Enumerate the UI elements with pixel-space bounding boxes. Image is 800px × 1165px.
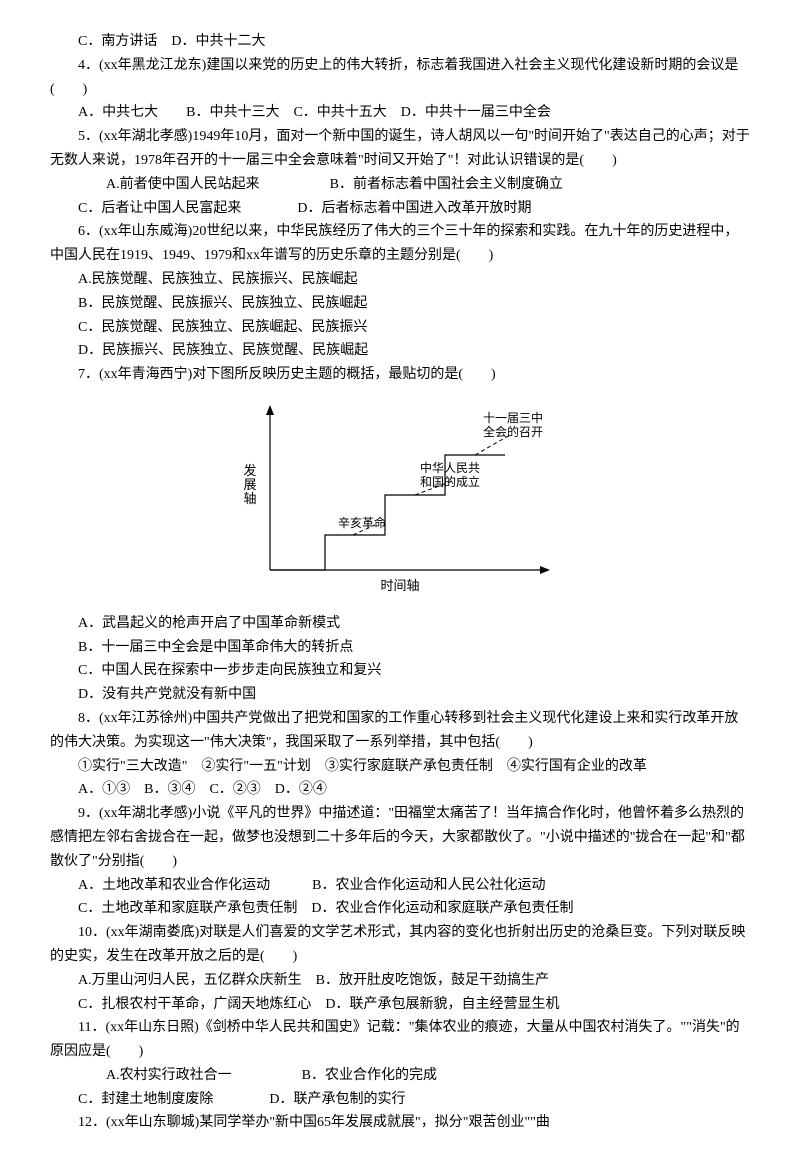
- q11-options-ab: A.农村实行政社合一 B．农业合作化的完成: [50, 1064, 750, 1088]
- q6-option-a: A.民族觉醒、民族独立、民族振兴、民族崛起: [50, 268, 750, 292]
- q7-option-b: B．十一届三中全会是中国革命伟大的转折点: [50, 636, 750, 660]
- svg-text:时间轴: 时间轴: [380, 578, 419, 593]
- q11-text: 11．(xx年山东日照)《剑桥中华人民共和国史》记载："集体农业的痕迹，大量从中…: [50, 1016, 750, 1064]
- q7-text: 7．(xx年青海西宁)对下图所反映历史主题的概括，最贴切的是( ): [50, 363, 750, 387]
- q11-options-cd: C．封建土地制度废除 D．联产承包制的实行: [50, 1088, 750, 1112]
- q9-options-cd: C．土地改革和家庭联产承包责任制 D．农业合作化运动和家庭联产承包责任制: [50, 897, 750, 921]
- q3-options: C．南方讲话 D．中共十二大: [50, 30, 750, 54]
- q7-option-a: A．武昌起义的枪声开启了中国革命新模式: [50, 612, 750, 636]
- q9-options-ab: A．土地改革和农业合作化运动 B．农业合作化运动和人民公社化运动: [50, 874, 750, 898]
- svg-text:辛亥革命: 辛亥革命: [338, 515, 386, 530]
- svg-text:发展轴: 发展轴: [243, 463, 256, 506]
- q6-option-b: B．民族觉醒、民族振兴、民族独立、民族崛起: [50, 292, 750, 316]
- q4-options: A．中共七大 B．中共十三大 C．中共十五大 D．中共十一届三中全会: [50, 101, 750, 125]
- q7-option-d: D．没有共产党就没有新中国: [50, 683, 750, 707]
- svg-text:中华人民共: 中华人民共: [420, 460, 480, 475]
- q10-options-cd: C．扎根农村干革命，广阔天地炼红心 D．联产承包展新貌，自主经营显生机: [50, 993, 750, 1017]
- q5-text: 5．(xx年湖北孝感)1949年10月，面对一个新中国的诞生，诗人胡风以一句"时…: [50, 125, 750, 173]
- q10-text: 10．(xx年湖南娄底)对联是人们喜爱的文学艺术形式，其内容的变化也折射出历史的…: [50, 921, 750, 969]
- q5-options-cd: C．后者让中国人民富起来 D．后者标志着中国进入改革开放时期: [50, 197, 750, 221]
- q8-text: 8．(xx年江苏徐州)中国共产党做出了把党和国家的工作重心转移到社会主义现代化建…: [50, 707, 750, 755]
- q8-items: ①实行"三大改造" ②实行"一五"计划 ③实行家庭联产承包责任制 ④实行国有企业…: [50, 755, 750, 779]
- svg-text:和国的成立: 和国的成立: [420, 474, 480, 489]
- q8-options: A．①③ B．③④ C．②③ D．②④: [50, 778, 750, 802]
- svg-text:十一届三中: 十一届三中: [483, 410, 543, 425]
- q7-option-c: C．中国人民在探索中一步步走向民族独立和复兴: [50, 659, 750, 683]
- svg-text:全会的召开: 全会的召开: [483, 424, 543, 439]
- q6-option-c: C．民族觉醒、民族独立、民族崛起、民族振兴: [50, 316, 750, 340]
- q6-text: 6．(xx年山东威海)20世纪以来，中华民族经历了伟大的三个三十年的探索和实践。…: [50, 220, 750, 268]
- q5-options-ab: A.前者使中国人民站起来 B．前者标志着中国社会主义制度确立: [50, 173, 750, 197]
- q6-option-d: D．民族振兴、民族独立、民族觉醒、民族崛起: [50, 339, 750, 363]
- q9-text: 9．(xx年湖北孝感)小说《平凡的世界》中描述道："田福堂太痛苦了！当年搞合作化…: [50, 802, 750, 873]
- q10-options-ab: A.万里山河归人民，五亿群众庆新生 B．放开肚皮吃饱饭，鼓足干劲搞生产: [50, 969, 750, 993]
- q7-step-chart: 发展轴 时间轴 辛亥革命 中华人民共 和国的成立 十一届三中 全会的召开: [50, 395, 750, 604]
- q4-text: 4．(xx年黑龙江龙东)建国以来党的历史上的伟大转折，标志着我国进入社会主义现代…: [50, 54, 750, 102]
